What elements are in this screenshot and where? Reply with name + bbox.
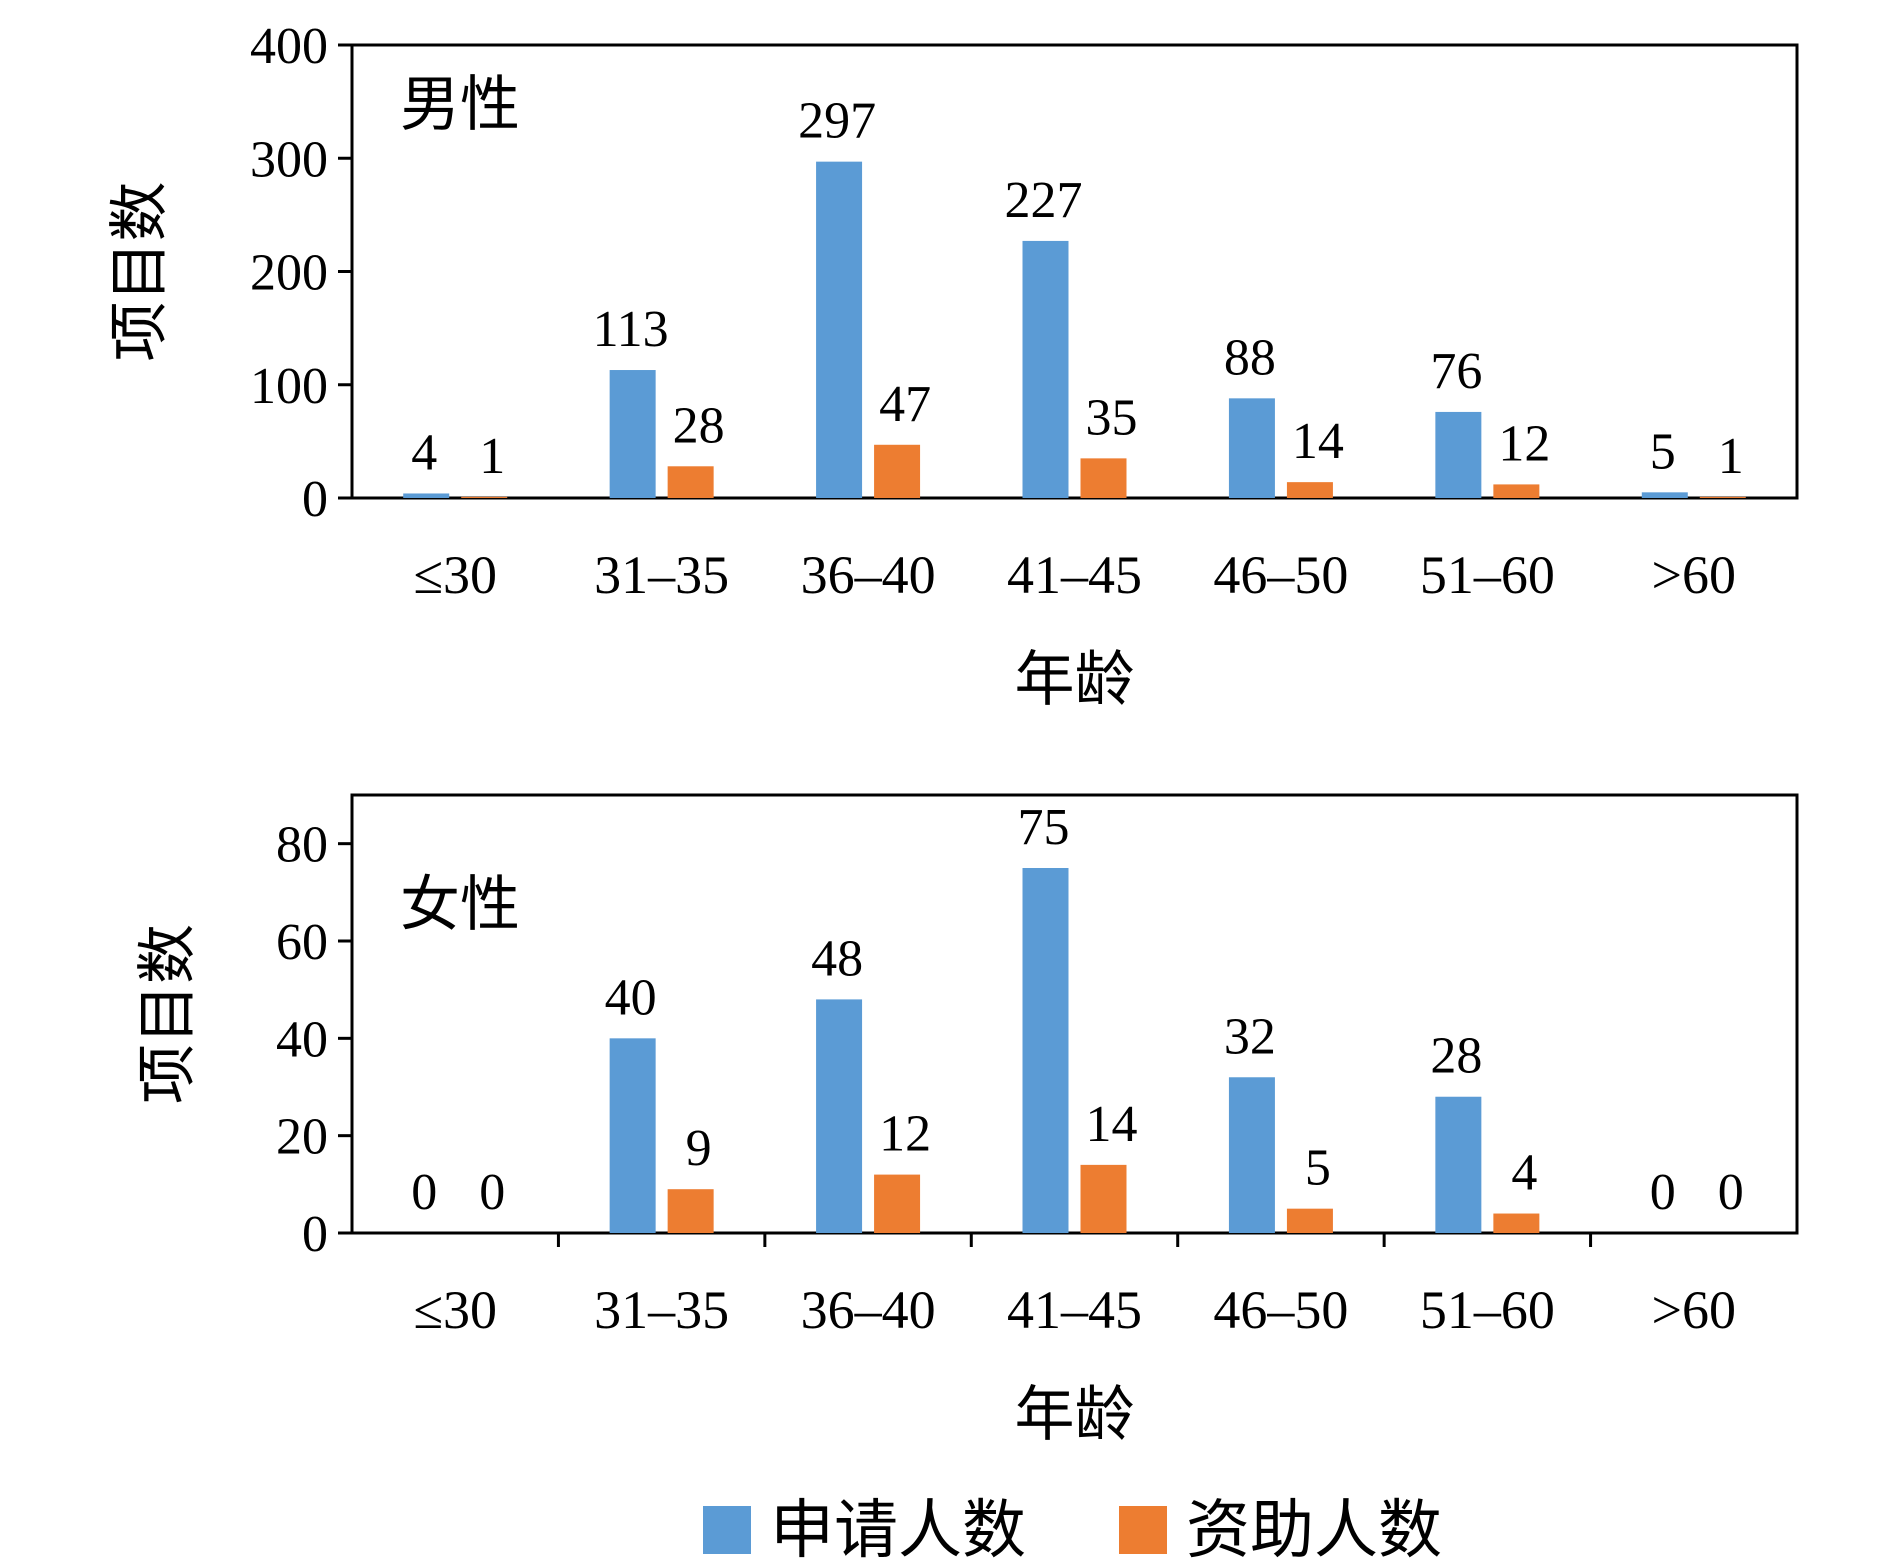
female-applicants-bar bbox=[609, 1038, 656, 1233]
female-category-label: 41–45 bbox=[1007, 1280, 1142, 1340]
legend-swatch-funded bbox=[1119, 1506, 1167, 1554]
male-applicants-data-label: 5 bbox=[1650, 423, 1676, 480]
male-funded-data-label: 12 bbox=[1498, 415, 1550, 472]
male-applicants-data-label: 227 bbox=[1005, 172, 1083, 229]
female-applicants-bar bbox=[1228, 1077, 1275, 1233]
female-y-tick-label: 40 bbox=[276, 1011, 328, 1068]
female-funded-data-label: 0 bbox=[479, 1164, 505, 1221]
female-funded-bar bbox=[1080, 1164, 1127, 1233]
female-applicants-data-label: 40 bbox=[605, 969, 657, 1026]
male-applicants-bar bbox=[403, 493, 450, 498]
male-applicants-bar bbox=[1435, 411, 1482, 498]
male-y-axis-label: 项目数 bbox=[105, 182, 175, 362]
male-category-label: 46–50 bbox=[1213, 545, 1348, 605]
female-applicants-bar bbox=[1435, 1096, 1482, 1233]
female-y-tick-label: 60 bbox=[276, 914, 328, 971]
male-y-tick-label: 300 bbox=[250, 131, 328, 188]
female-category-label: 46–50 bbox=[1213, 1280, 1348, 1340]
male-funded-data-label: 47 bbox=[879, 376, 931, 433]
female-y-tick-label: 20 bbox=[276, 1109, 328, 1166]
female-applicants-data-label: 0 bbox=[1650, 1164, 1676, 1221]
female-funded-data-label: 14 bbox=[1086, 1096, 1138, 1153]
male-funded-bar bbox=[1286, 482, 1333, 498]
female-funded-bar bbox=[1286, 1208, 1333, 1233]
female-applicants-data-label: 28 bbox=[1430, 1028, 1482, 1085]
male-category-label: ≤30 bbox=[413, 545, 497, 605]
female-y-axis-label: 项目数 bbox=[133, 924, 203, 1104]
male-y-tick-label: 100 bbox=[250, 358, 328, 415]
male-y-tick-label: 200 bbox=[250, 245, 328, 302]
male-funded-data-label: 1 bbox=[479, 428, 505, 485]
male-applicants-bar bbox=[609, 370, 656, 498]
female-applicants-data-label: 0 bbox=[411, 1164, 437, 1221]
female-funded-data-label: 4 bbox=[1511, 1145, 1537, 1202]
female-applicants-bar bbox=[816, 999, 863, 1233]
female-x-axis-label: 年龄 bbox=[1015, 1380, 1135, 1450]
male-funded-data-label: 14 bbox=[1292, 413, 1344, 470]
legend-label-funded: 资助人数 bbox=[1186, 1494, 1442, 1566]
male-category-label: >60 bbox=[1652, 545, 1736, 605]
female-y-tick-label: 80 bbox=[276, 817, 328, 874]
female-applicants-data-label: 32 bbox=[1224, 1008, 1276, 1065]
female-funded-data-label: 12 bbox=[879, 1106, 931, 1163]
male-category-label: 31–35 bbox=[594, 545, 729, 605]
male-funded-bar bbox=[1699, 496, 1746, 498]
female-category-label: 31–35 bbox=[594, 1280, 729, 1340]
male-category-label: 36–40 bbox=[801, 545, 936, 605]
female-category-label: 36–40 bbox=[801, 1280, 936, 1340]
male-funded-bar bbox=[667, 466, 714, 498]
female-funded-bar bbox=[1493, 1213, 1540, 1233]
male-category-label: 51–60 bbox=[1420, 545, 1555, 605]
male-funded-bar bbox=[1080, 458, 1127, 498]
male-funded-bar bbox=[874, 444, 921, 498]
female-plot-frame bbox=[350, 793, 1799, 1235]
male-funded-data-label: 1 bbox=[1718, 428, 1744, 485]
female-applicants-data-label: 75 bbox=[1018, 799, 1070, 856]
male-plot-frame bbox=[350, 43, 1799, 500]
male-x-axis-label: 年龄 bbox=[1015, 645, 1135, 715]
female-funded-data-label: 0 bbox=[1718, 1164, 1744, 1221]
male-applicants-data-label: 88 bbox=[1224, 329, 1276, 386]
male-applicants-bar bbox=[816, 161, 863, 498]
female-funded-bar bbox=[874, 1174, 921, 1233]
male-applicants-bar bbox=[1228, 398, 1275, 498]
male-funded-data-label: 35 bbox=[1086, 389, 1138, 446]
female-funded-data-label: 9 bbox=[686, 1120, 712, 1177]
legend-label-applicants: 申请人数 bbox=[770, 1494, 1026, 1566]
chart-legend: 申请人数 资助人数 bbox=[703, 1494, 1442, 1566]
female-funded-data-label: 5 bbox=[1305, 1140, 1331, 1197]
male-applicants-data-label: 113 bbox=[593, 301, 669, 358]
male-applicants-data-label: 297 bbox=[798, 93, 876, 150]
legend-swatch-applicants bbox=[703, 1506, 751, 1554]
female-category-label: >60 bbox=[1652, 1280, 1736, 1340]
male-applicants-data-label: 4 bbox=[411, 424, 437, 481]
male-category-label: 41–45 bbox=[1007, 545, 1142, 605]
male-panel-title: 男性 bbox=[400, 70, 520, 140]
male-y-tick-label: 400 bbox=[250, 18, 328, 75]
female-applicants-bar bbox=[1022, 868, 1069, 1233]
female-applicants-data-label: 48 bbox=[811, 930, 863, 987]
male-applicants-bar bbox=[1022, 240, 1069, 499]
male-funded-bar bbox=[461, 496, 508, 498]
female-funded-bar bbox=[667, 1189, 714, 1233]
female-category-label: 51–60 bbox=[1420, 1280, 1555, 1340]
female-y-tick-label: 0 bbox=[302, 1206, 328, 1263]
male-funded-bar bbox=[1493, 484, 1540, 498]
female-panel-title: 女性 bbox=[400, 870, 520, 940]
female-category-label: ≤30 bbox=[413, 1280, 497, 1340]
male-funded-data-label: 28 bbox=[673, 397, 725, 454]
male-y-tick-label: 0 bbox=[302, 471, 328, 528]
male-applicants-bar bbox=[1641, 492, 1688, 498]
male-applicants-data-label: 76 bbox=[1430, 343, 1482, 400]
